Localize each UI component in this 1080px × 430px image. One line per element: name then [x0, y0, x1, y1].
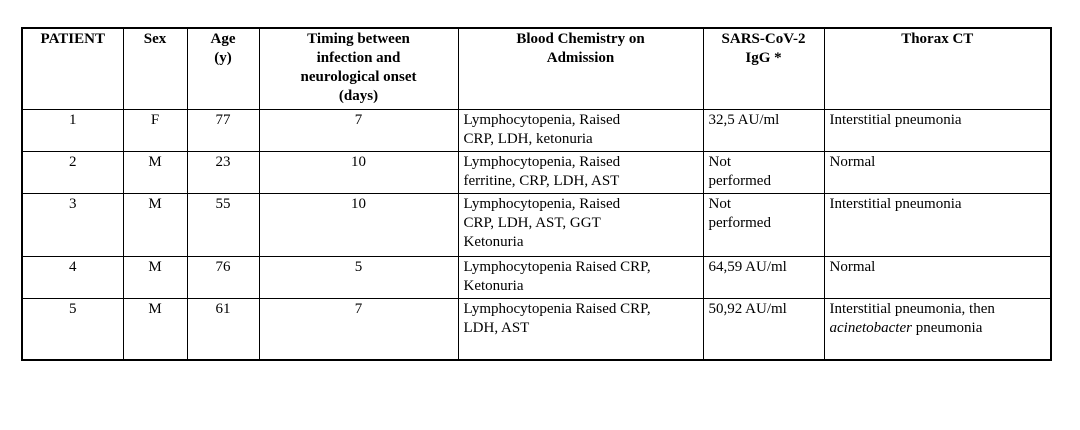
cell-age: 76 [186, 255, 260, 299]
cell-timing: 10 [258, 150, 459, 194]
cell-timing: 5 [258, 255, 459, 299]
patient-data-table: PATIENT Sex Age (y) Timing between infec… [21, 27, 1052, 361]
cell-sars-cov-2-igg: 50,92 AU/ml [702, 297, 825, 361]
cell-sars-cov-2-igg: Not performed [702, 150, 825, 194]
cell-age: 23 [186, 150, 260, 194]
cell-thorax-ct: Normal [823, 255, 1052, 299]
cell-age: 55 [186, 192, 260, 257]
cell-age: 61 [186, 297, 260, 361]
cell-patient: 1 [21, 108, 124, 152]
cell-timing: 10 [258, 192, 459, 257]
header-patient: PATIENT [21, 27, 124, 110]
header-timing: Timing between infection and neurologica… [258, 27, 459, 110]
cell-sars-cov-2-igg: 32,5 AU/ml [702, 108, 825, 152]
cell-patient: 5 [21, 297, 124, 361]
cell-blood-chemistry: Lymphocytopenia, Raised CRP, LDH, ketonu… [457, 108, 704, 152]
cell-thorax-ct: Interstitial pneumonia, then acinetobact… [823, 297, 1052, 361]
cell-blood-chemistry: Lymphocytopenia, Raised ferritine, CRP, … [457, 150, 704, 194]
cell-sars-cov-2-igg: Not performed [702, 192, 825, 257]
cell-thorax-ct: Interstitial pneumonia [823, 192, 1052, 257]
cell-thorax-ct: Interstitial pneumonia [823, 108, 1052, 152]
thorax-text-before: Interstitial pneumonia, then [829, 300, 995, 317]
table-row-patient-1: 1 F 77 7 Lymphocytopenia, Raised CRP, LD… [21, 108, 1052, 152]
table-header-row: PATIENT Sex Age (y) Timing between infec… [21, 27, 1052, 110]
cell-timing: 7 [258, 297, 459, 361]
header-blood-chemistry: Blood Chemistry on Admission [457, 27, 704, 110]
cell-patient: 4 [21, 255, 124, 299]
table-row-patient-4: 4 M 76 5 Lymphocytopenia Raised CRP, Ket… [21, 255, 1052, 299]
thorax-text-italic: acinetobacter [829, 319, 912, 336]
cell-sex: M [122, 297, 188, 361]
cell-sex: M [122, 255, 188, 299]
cell-sex: M [122, 192, 188, 257]
header-age: Age (y) [186, 27, 260, 110]
cell-blood-chemistry: Lymphocytopenia Raised CRP, Ketonuria [457, 255, 704, 299]
table-row-patient-2: 2 M 23 10 Lymphocytopenia, Raised ferrit… [21, 150, 1052, 194]
header-sex: Sex [122, 27, 188, 110]
cell-sex: M [122, 150, 188, 194]
cell-sars-cov-2-igg: 64,59 AU/ml [702, 255, 825, 299]
cell-blood-chemistry: Lymphocytopenia Raised CRP, LDH, AST [457, 297, 704, 361]
cell-thorax-ct: Normal [823, 150, 1052, 194]
cell-blood-chemistry: Lymphocytopenia, Raised CRP, LDH, AST, G… [457, 192, 704, 257]
header-thorax-ct: Thorax CT [823, 27, 1052, 110]
table-row-patient-5: 5 M 61 7 Lymphocytopenia Raised CRP, LDH… [21, 297, 1052, 361]
cell-age: 77 [186, 108, 260, 152]
thorax-text-after: pneumonia [911, 319, 983, 336]
table-row-patient-3: 3 M 55 10 Lymphocytopenia, Raised CRP, L… [21, 192, 1052, 257]
cell-timing: 7 [258, 108, 459, 152]
cell-patient: 2 [21, 150, 124, 194]
header-sars-cov-2-igg: SARS-CoV-2 IgG * [702, 27, 825, 110]
cell-sex: F [122, 108, 188, 152]
cell-patient: 3 [21, 192, 124, 257]
